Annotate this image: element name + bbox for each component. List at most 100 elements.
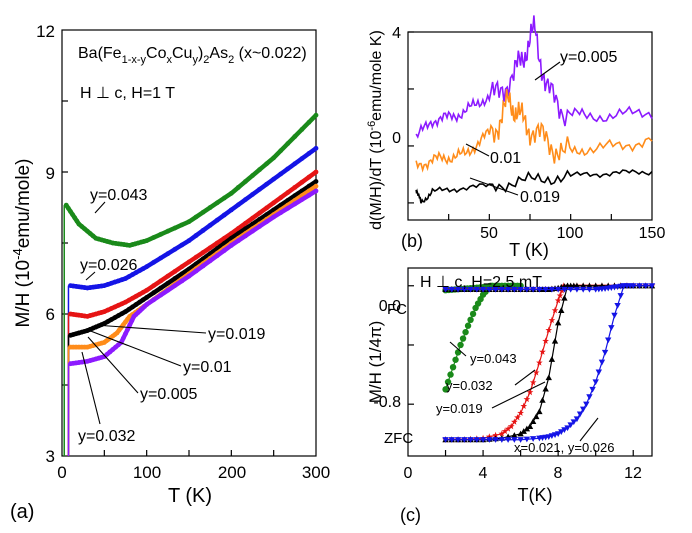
c-point-FC x=0.021, y=0.026 — [554, 286, 562, 293]
a-point-y=0.032 — [306, 192, 312, 198]
a-point-y=0.043 — [207, 205, 213, 210]
c-point-FC x=0.021, y=0.026 — [630, 283, 637, 289]
c-point-ZFC y=0.032 — [558, 287, 566, 294]
a-xtick-0: 0 — [57, 463, 66, 482]
c-point-ZFC x=0.021, y=0.026 — [529, 436, 537, 442]
a-point-y=0.01 — [133, 293, 139, 299]
a-point-y=0.026 — [207, 222, 213, 228]
c-point-ZFC y=0.032 — [532, 369, 540, 376]
a-point-y=0.032 — [264, 219, 270, 225]
c-ytick-0: 0.0 — [379, 298, 401, 315]
c-point-ZFC y=0.019 — [536, 408, 543, 415]
b-label-0019: 0.019 — [520, 189, 560, 206]
a-xlabel: T (K) — [168, 485, 212, 507]
a-point-y=0.043 — [264, 161, 270, 167]
a-point-y=0.032 — [292, 201, 298, 207]
c-point-FC y=0.019 — [573, 282, 581, 289]
a-point-y=0.032 — [285, 205, 291, 211]
a-point-y=0.01 — [221, 235, 227, 241]
a-point-y=0.043 — [200, 209, 206, 215]
a-point-y=0.019 — [144, 295, 150, 300]
a-point-y=0.032 — [129, 318, 135, 324]
c-point-FC x=0.021, y=0.026 — [486, 286, 493, 293]
a-point-y=0.019 — [299, 188, 305, 194]
c-point-ZFC y=0.043 — [464, 322, 472, 329]
a-label-y001: y=0.01 — [183, 359, 232, 376]
c-point-ZFC x=0.021, y=0.026 — [605, 337, 612, 344]
a-point-y=0.026 — [130, 272, 135, 277]
c-point-ZFC y=0.043 — [457, 341, 464, 349]
a-point-y=0.026 — [235, 202, 241, 208]
c-point-ZFC y=0.043 — [449, 363, 457, 371]
a-point-y=0.01 — [278, 195, 284, 201]
a-point-y=0.026 — [221, 212, 227, 218]
b-ytick-4: 4 — [392, 25, 401, 42]
a-point-y=0.026 — [151, 259, 157, 265]
a-point-y=0.043 — [235, 184, 241, 190]
b-ytick-0: 0 — [392, 130, 401, 147]
a-point-y=0.032 — [257, 224, 262, 229]
a-point-y=0.032 — [193, 268, 199, 274]
a-point-y=0.019 — [126, 306, 132, 312]
b-leader-0019 — [469, 177, 519, 196]
c-point-ZFC y=0.019 — [511, 432, 518, 438]
a-point-y=0.032 — [158, 292, 164, 298]
c-point-ZFC y=0.019 — [554, 319, 562, 326]
panel-c-frame — [407, 267, 653, 457]
c-point-ZFC x=0.021, y=0.026 — [567, 422, 574, 429]
a-leader-0032 — [81, 351, 101, 425]
c-point-ZFC x=0.021, y=0.026 — [561, 427, 568, 434]
a-point-y=0.019 — [101, 321, 107, 326]
c-point-ZFC y=0.043 — [469, 310, 477, 318]
c-point-ZFC x=0.021, y=0.026 — [492, 437, 499, 443]
c-label-y0043: y=0.043 — [470, 351, 517, 366]
a-point-y=0.019 — [179, 271, 185, 277]
c-point-FC x=0.021, y=0.026 — [648, 283, 656, 289]
c-point-FC x=0.021, y=0.026 — [454, 286, 462, 293]
a-point-y=0.032 — [214, 253, 220, 259]
c-fc-label: FC — [387, 301, 407, 318]
a-point-y=0.026 — [278, 171, 284, 177]
a-point-y=0.032 — [120, 335, 126, 341]
a-point-y=0.032 — [250, 228, 255, 234]
a-point-y=0.026 — [186, 238, 192, 244]
c-point-ZFC y=0.019 — [529, 418, 537, 425]
c-point-FC x=0.021, y=0.026 — [567, 286, 574, 293]
c-zfc-label: ZFC — [384, 430, 413, 447]
c-point-FC x=0.021, y=0.026 — [523, 286, 531, 293]
c-point-FC x=0.021, y=0.026 — [498, 286, 506, 293]
c-point-FC x=0.021, y=0.026 — [467, 286, 474, 293]
a-point-y=0.01 — [172, 269, 178, 274]
a-point-y=0.032 — [186, 273, 192, 279]
a-point-y=0.01 — [292, 184, 298, 190]
a-point-y=0.043 — [221, 195, 227, 201]
a-point-y=0.01 — [235, 226, 241, 231]
a-xtick-200: 200 — [218, 463, 246, 482]
c-point-ZFC y=0.043 — [462, 328, 469, 336]
c-point-ZFC y=0.032 — [548, 316, 556, 324]
a-point-y=0.01 — [186, 259, 192, 265]
c-point-ZFC y=0.032 — [517, 409, 524, 416]
a-point-y=0.043 — [165, 228, 171, 234]
a-point-y=0.043 — [271, 155, 277, 161]
a-point-y=0.026 — [292, 161, 298, 167]
a-point-y=0.032 — [151, 297, 157, 303]
a-leader-001 — [87, 329, 182, 367]
c-point-ZFC x=0.021, y=0.026 — [617, 293, 624, 299]
c-point-FC x=0.021, y=0.026 — [548, 286, 556, 293]
a-point-y=0.019 — [130, 304, 135, 310]
a-point-y=0.01 — [299, 179, 305, 185]
a-point-y=0.043 — [151, 235, 157, 240]
c-point-ZFC x=0.021, y=0.026 — [573, 416, 581, 423]
a-point-y=0.043 — [193, 214, 199, 220]
a-point-y=0.026 — [243, 197, 248, 203]
c-point-FC y=0.019 — [586, 282, 593, 289]
a-point-y=0.026 — [264, 181, 270, 187]
a-point-y=0.043 — [285, 141, 291, 147]
c-point-ZFC y=0.043 — [442, 386, 449, 393]
c-point-ZFC x=0.021, y=0.026 — [608, 325, 615, 331]
a-point-y=0.026 — [299, 156, 305, 161]
a-compound-title: Ba(Fe1-x-yCoxCuy)2As2 (x~0.022) — [78, 45, 307, 66]
a-point-y=0.043 — [243, 179, 248, 184]
a-point-y=0.032 — [165, 287, 171, 293]
